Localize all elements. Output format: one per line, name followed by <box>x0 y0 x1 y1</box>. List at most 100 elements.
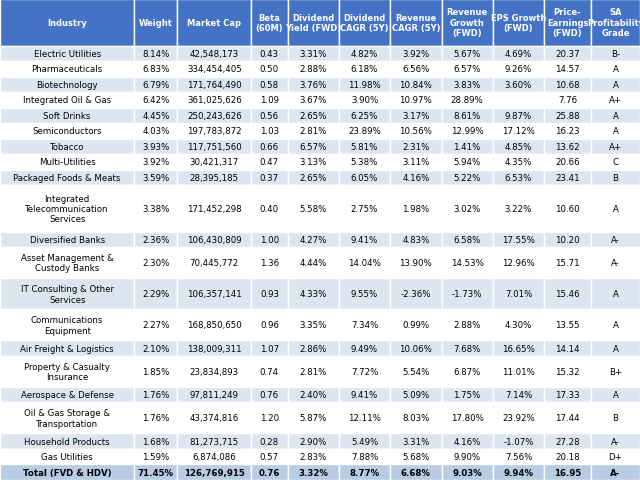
Text: 0.58: 0.58 <box>260 81 279 90</box>
Text: 3.32%: 3.32% <box>298 468 328 477</box>
Bar <box>493 433 544 449</box>
Text: Semiconductors: Semiconductors <box>33 127 102 136</box>
Text: 3.31%: 3.31% <box>300 50 327 59</box>
Bar <box>390 310 442 341</box>
Text: -1.07%: -1.07% <box>503 437 534 446</box>
Text: 30,421,317: 30,421,317 <box>189 158 239 167</box>
Bar <box>177 449 252 465</box>
Bar <box>0 465 134 480</box>
Text: 14.04%: 14.04% <box>348 259 381 268</box>
Text: 138,009,311: 138,009,311 <box>187 344 242 353</box>
Bar <box>339 170 390 186</box>
Bar <box>390 387 442 403</box>
Bar <box>442 77 493 93</box>
Bar <box>544 0 591 47</box>
Text: 2.30%: 2.30% <box>142 259 170 268</box>
Bar <box>0 232 134 248</box>
Bar <box>287 403 339 433</box>
Text: 7.01%: 7.01% <box>505 290 532 299</box>
Bar <box>591 248 640 279</box>
Text: 3.13%: 3.13% <box>300 158 327 167</box>
Text: 2.65%: 2.65% <box>300 174 327 182</box>
Bar <box>177 62 252 77</box>
Bar <box>134 124 177 139</box>
Text: 5.09%: 5.09% <box>402 390 429 399</box>
Text: 4.82%: 4.82% <box>351 50 378 59</box>
Bar <box>591 232 640 248</box>
Text: 4.30%: 4.30% <box>505 321 532 330</box>
Text: 0.76: 0.76 <box>259 468 280 477</box>
Text: 6.53%: 6.53% <box>505 174 532 182</box>
Bar <box>287 186 339 232</box>
Text: 13.55: 13.55 <box>556 321 580 330</box>
Text: 5.58%: 5.58% <box>300 204 327 214</box>
Text: 4.83%: 4.83% <box>402 236 429 244</box>
Text: 16.23: 16.23 <box>556 127 580 136</box>
Text: 0.37: 0.37 <box>260 174 279 182</box>
Bar <box>544 449 591 465</box>
Bar <box>177 403 252 433</box>
Bar <box>442 170 493 186</box>
Text: Biotechnology: Biotechnology <box>36 81 98 90</box>
Bar <box>442 186 493 232</box>
Bar <box>134 403 177 433</box>
Bar <box>442 279 493 310</box>
Bar <box>252 356 287 387</box>
Text: A+: A+ <box>609 96 622 105</box>
Bar <box>493 139 544 155</box>
Text: 3.90%: 3.90% <box>351 96 378 105</box>
Bar <box>177 77 252 93</box>
Bar <box>177 310 252 341</box>
Bar <box>390 0 442 47</box>
Text: 2.10%: 2.10% <box>142 344 170 353</box>
Text: 3.93%: 3.93% <box>142 143 170 152</box>
Text: 10.84%: 10.84% <box>399 81 432 90</box>
Bar <box>134 232 177 248</box>
Text: 4.35%: 4.35% <box>505 158 532 167</box>
Bar <box>177 356 252 387</box>
Text: A: A <box>612 390 618 399</box>
Text: 4.27%: 4.27% <box>300 236 327 244</box>
Bar <box>493 387 544 403</box>
Bar <box>442 356 493 387</box>
Text: 17.12%: 17.12% <box>502 127 535 136</box>
Text: 2.86%: 2.86% <box>300 344 327 353</box>
Bar <box>339 139 390 155</box>
Text: 20.37: 20.37 <box>556 50 580 59</box>
Bar <box>493 341 544 356</box>
Bar <box>177 139 252 155</box>
Bar <box>134 449 177 465</box>
Bar <box>134 310 177 341</box>
Text: 9.55%: 9.55% <box>351 290 378 299</box>
Bar <box>287 47 339 62</box>
Text: 23.92%: 23.92% <box>502 414 535 422</box>
Bar <box>287 279 339 310</box>
Text: 168,850,650: 168,850,650 <box>187 321 242 330</box>
Bar <box>442 248 493 279</box>
Text: Packaged Foods & Meats: Packaged Foods & Meats <box>13 174 121 182</box>
Text: Revenue
Growth
(FWD): Revenue Growth (FWD) <box>447 8 488 38</box>
Bar <box>287 170 339 186</box>
Text: 2.65%: 2.65% <box>300 112 327 120</box>
Bar <box>591 186 640 232</box>
Text: 5.68%: 5.68% <box>402 452 429 461</box>
Bar <box>544 77 591 93</box>
Text: A-: A- <box>611 468 621 477</box>
Text: 11.98%: 11.98% <box>348 81 381 90</box>
Text: 2.81%: 2.81% <box>300 367 327 376</box>
Text: Total (FVD & HDV): Total (FVD & HDV) <box>23 468 111 477</box>
Bar <box>287 341 339 356</box>
Bar <box>339 387 390 403</box>
Text: 8.14%: 8.14% <box>142 50 170 59</box>
Text: 4.85%: 4.85% <box>505 143 532 152</box>
Bar <box>134 356 177 387</box>
Bar <box>134 62 177 77</box>
Bar <box>252 232 287 248</box>
Text: 0.76: 0.76 <box>260 390 279 399</box>
Bar <box>287 93 339 108</box>
Bar <box>544 139 591 155</box>
Bar <box>287 0 339 47</box>
Text: Price-
Earnings
(FWD): Price- Earnings (FWD) <box>547 8 588 38</box>
Text: A-: A- <box>611 236 620 244</box>
Text: 5.22%: 5.22% <box>454 174 481 182</box>
